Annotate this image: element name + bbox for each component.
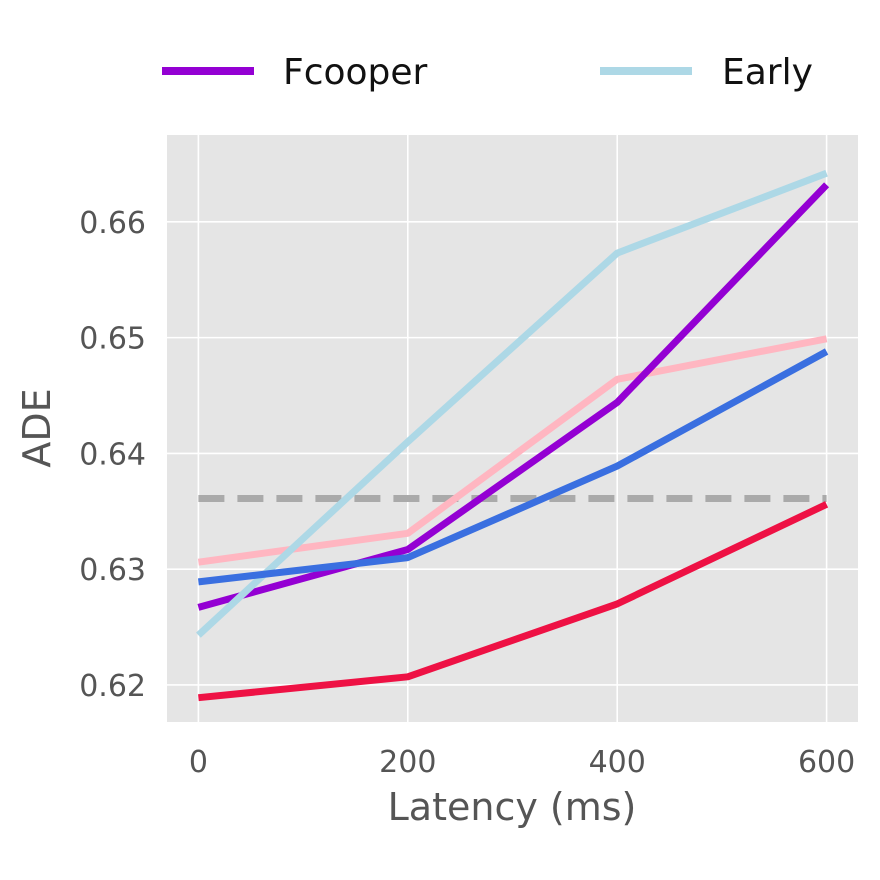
series-line-4 <box>197 348 829 586</box>
x-tick-label: 200 <box>379 745 436 780</box>
y-tick-label: 0.66 <box>79 206 146 241</box>
legend-label: Early <box>722 52 813 93</box>
plot-area <box>167 135 858 722</box>
y-tick-label: 0.65 <box>79 322 146 357</box>
y-tick-labels: 0.62 0.63 0.64 0.65 0.66 <box>79 206 146 704</box>
series-lines <box>196 169 830 702</box>
x-tick-label: 0 <box>189 745 208 780</box>
legend: Fcooper Early <box>162 52 813 93</box>
series-line-fcooper <box>197 182 830 611</box>
y-tick-label: 0.64 <box>79 437 146 472</box>
series-line-1 <box>197 335 828 566</box>
x-axis-label: Latency (ms) <box>388 785 637 829</box>
y-tick-label: 0.62 <box>79 669 146 704</box>
x-tick-label: 600 <box>798 745 855 780</box>
y-axis-label: ADE <box>15 388 59 467</box>
series-line-early <box>196 169 828 638</box>
series-line-5 <box>198 501 829 702</box>
x-tick-labels: 0 200 400 600 <box>189 745 855 780</box>
y-tick-label: 0.63 <box>79 553 146 588</box>
x-tick-label: 400 <box>589 745 646 780</box>
legend-label: Fcooper <box>283 52 428 93</box>
